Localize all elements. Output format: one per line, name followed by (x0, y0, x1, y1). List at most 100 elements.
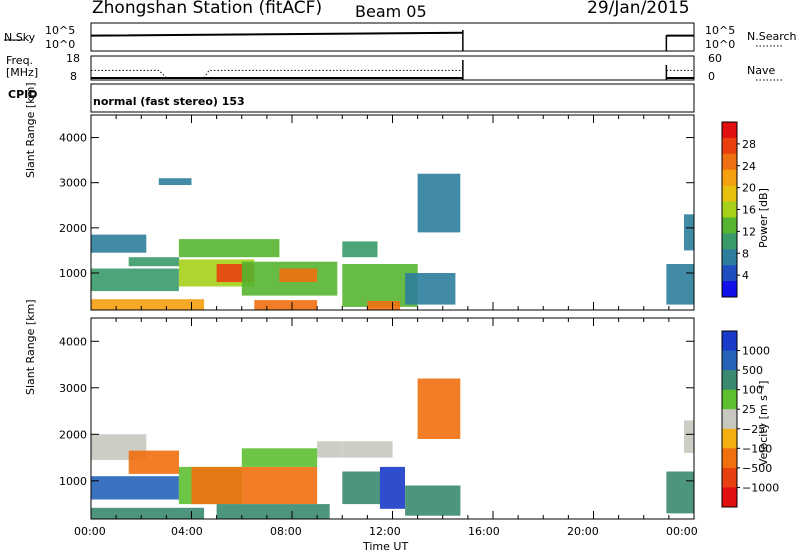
colorbar-tick-label-0-1: 8 (742, 247, 749, 260)
colorbar-tick-label-1-2: 100 (742, 384, 763, 397)
power-colorbar-swatch-6 (722, 217, 737, 234)
colorbar-tick-label-1-0: 1000 (742, 345, 770, 358)
date-label: 29/Jan/2015 (587, 0, 690, 18)
velocity-region-10 (342, 471, 380, 505)
power-colorbar-swatch-4 (722, 185, 737, 202)
velocity-region-12 (405, 485, 461, 516)
power-region-10 (342, 241, 378, 258)
freq-tick-bottom: 8 (70, 70, 77, 83)
power-region-12 (367, 301, 401, 310)
power-colorbar-swatch-2 (722, 153, 737, 171)
x-tick-label-4: 16:00 (468, 525, 500, 538)
power-region-16 (684, 214, 694, 251)
cpid-panel-frame (90, 83, 695, 113)
y-tick-label-0-1: 2000 (59, 222, 87, 235)
velocity-colorbar-swatch-2 (722, 370, 737, 391)
freq-tick-top: 18 (66, 52, 80, 65)
colorbar-tick-label-0-0: 4 (742, 269, 749, 282)
velocity-ylabel: Slant Range [km] (24, 299, 37, 395)
freq-unit: [MHz] (6, 66, 39, 79)
nave-tick-bottom: 0 (708, 70, 715, 83)
power-colorbar-swatch-1 (722, 137, 737, 155)
velocity-colorbar-swatch-0 (722, 331, 737, 352)
power-region-1 (91, 268, 179, 292)
power-colorbar-swatch-8 (722, 249, 737, 266)
y-tick-label-1-3: 4000 (59, 335, 87, 348)
velocity-colorbar-swatch-5 (722, 428, 737, 449)
velocity-colorbar-swatch-3 (722, 389, 737, 410)
x-tick-label-0: 00:00 (74, 525, 106, 538)
velocity-region-15 (684, 420, 694, 453)
freq-label: Freq. (6, 54, 34, 67)
power-region-5 (178, 239, 280, 258)
colorbar-tick-label-0-5: 24 (742, 160, 756, 173)
y-tick-label-0-3: 4000 (59, 132, 87, 145)
station-title: Zhongshan Station (fitACF) (92, 0, 323, 18)
velocity-region-11 (379, 466, 405, 509)
y-tick-label-1-2: 3000 (59, 382, 87, 395)
colorbar-tick-label-0-4: 20 (742, 182, 756, 195)
colorbar-tick-label-1-6: −500 (742, 462, 772, 475)
power-region-14 (417, 173, 461, 233)
power-region-9 (254, 300, 318, 310)
velocity-region-5 (191, 466, 318, 505)
x-tick-label-5: 20:00 (567, 525, 599, 538)
colorbar-tick-label-1-4: −25 (742, 423, 765, 436)
y-tick-label-0-2: 3000 (59, 177, 87, 190)
nave-label: Nave (747, 64, 776, 77)
power-colorbar-swatch-9 (722, 265, 737, 282)
colorbar-tick-label-1-1: 500 (742, 364, 763, 377)
colorbar-tick-label-0-6: 28 (742, 138, 756, 151)
power-region-13 (405, 273, 456, 305)
velocity-region-6 (241, 448, 318, 467)
power-colorbar-swatch-3 (722, 169, 737, 187)
nsearch-label: N.Search (747, 30, 797, 43)
nsky-trace (90, 31, 694, 37)
velocity-region-8 (317, 441, 343, 458)
power-colorbar-swatch-5 (722, 201, 737, 218)
x-tick-label-2: 08:00 (270, 525, 302, 538)
power-region-8 (279, 268, 318, 282)
power-colorbar-swatch-0 (722, 122, 737, 139)
velocity-region-13 (417, 378, 461, 439)
power-region-3 (128, 257, 179, 267)
power-colorbar-swatch-10 (722, 281, 737, 298)
nave-tick-top: 60 (708, 52, 722, 65)
y-tick-label-0-0: 1000 (59, 267, 87, 280)
velocity-region-3 (128, 450, 179, 474)
freq-trace (91, 69, 694, 79)
nsearch-tick-bottom: 10^0 (705, 38, 736, 51)
colorbar-tick-label-1-3: 25 (742, 403, 756, 416)
freq-panel-frame (90, 55, 695, 81)
nsky-panel-frame (90, 22, 695, 52)
velocity-colorbar-swatch-7 (722, 467, 737, 488)
colorbar-tick-label-1-5: −100 (742, 442, 772, 455)
power-region-2 (91, 299, 205, 310)
cpid-label: CPID (8, 88, 38, 101)
power-colorbar-label: Power [dB] (757, 188, 770, 248)
power-colorbar-swatch-7 (722, 233, 737, 250)
x-tick-label-6: 00:00 (666, 525, 698, 538)
velocity-colorbar-swatch-8 (722, 487, 737, 508)
beam-label: Beam 05 (355, 2, 427, 21)
cpid-text: normal (fast stereo) 153 (93, 95, 245, 108)
velocity-region-9 (342, 441, 393, 458)
velocity-colorbar-label: Velocity [m s⁻¹] (757, 380, 770, 466)
colorbar-tick-label-1-7: −1000 (742, 481, 779, 494)
velocity-colorbar-frame (721, 330, 738, 508)
velocity-colorbar-swatch-4 (722, 409, 737, 430)
nsky-tick-top: 10^5 (45, 24, 76, 37)
plot-panels: 1000200030004000481216202428100020003000… (4, 22, 784, 520)
colorbar-tick-label-0-3: 16 (742, 204, 756, 217)
y-tick-label-1-0: 1000 (59, 475, 87, 488)
x-tick-label-1: 04:00 (171, 525, 203, 538)
power-region-17 (158, 178, 192, 185)
power-region-15 (666, 264, 694, 305)
velocity-region-2 (91, 476, 179, 500)
nsearch-tick-top: 10^5 (705, 24, 736, 37)
velocity-colorbar-swatch-1 (722, 350, 737, 371)
x-tick-label-3: 12:00 (369, 525, 401, 538)
velocity-colorbar-swatch-6 (722, 448, 737, 469)
nsky-tick-bottom: 10^0 (45, 38, 76, 51)
